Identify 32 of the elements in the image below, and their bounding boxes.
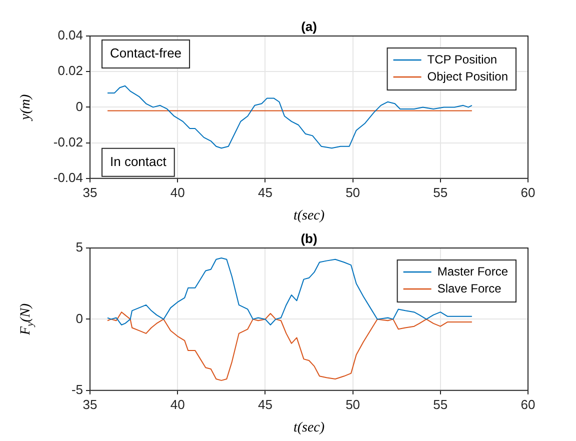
x-tick-label: 40	[170, 396, 185, 412]
x-tick-label: 45	[258, 184, 272, 200]
x-axis-title: t(sec)	[293, 208, 325, 224]
x-tick-label: 60	[520, 396, 536, 412]
y-tick-label: 0	[76, 310, 83, 326]
y-tick-label: 0.04	[58, 28, 83, 43]
chart-title: (b)	[300, 231, 318, 246]
x-tick-label: 60	[520, 184, 536, 200]
legend-label: Master Force	[437, 264, 508, 278]
y-tick-label: 0.02	[58, 63, 83, 78]
x-tick-label: 55	[433, 184, 448, 200]
x-tick-label: 45	[258, 396, 272, 412]
legend-label: TCP Position	[427, 52, 498, 66]
y-axis-title: Fy(N)	[18, 303, 36, 336]
x-tick-label: 35	[82, 184, 98, 200]
legend-label: Object Position	[427, 69, 508, 84]
y-tick-label: 0	[76, 98, 83, 114]
x-tick-label: 35	[82, 396, 98, 412]
x-tick-label: 55	[433, 396, 448, 412]
annotation: Contact-free	[110, 46, 182, 61]
legend-label: Slave Force	[437, 281, 502, 296]
x-tick-label: 50	[346, 184, 360, 200]
y-axis-title: y(m)	[18, 94, 34, 122]
chart-title: (a)	[301, 19, 317, 34]
y-tick-label: -0.02	[53, 134, 83, 150]
annotation: In contact	[110, 154, 167, 169]
x-tick-label: 40	[170, 184, 185, 200]
y-tick-label: -5	[71, 382, 83, 397]
x-axis-title: t(sec)	[293, 420, 325, 436]
y-tick-label: 5	[76, 240, 83, 255]
x-tick-label: 50	[346, 396, 360, 412]
y-tick-label: -0.04	[53, 170, 83, 185]
